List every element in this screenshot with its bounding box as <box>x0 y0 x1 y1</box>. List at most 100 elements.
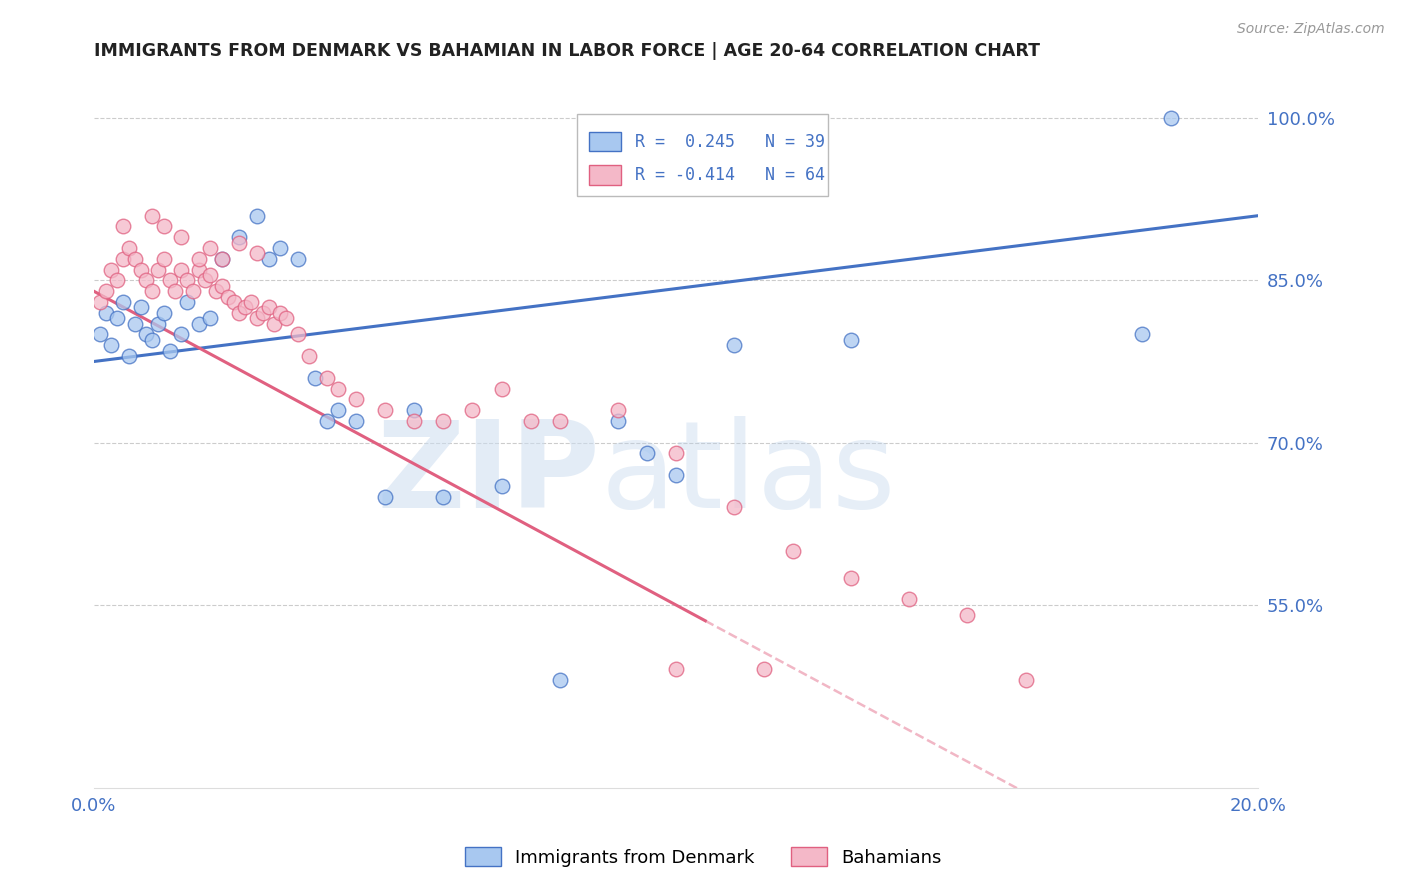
Point <box>257 301 280 315</box>
Point <box>782 543 804 558</box>
Point <box>165 285 187 299</box>
Point <box>176 273 198 287</box>
Point <box>287 327 309 342</box>
Point <box>752 662 775 676</box>
Point <box>112 252 135 266</box>
Point <box>187 317 209 331</box>
Point <box>1160 112 1182 126</box>
Point <box>141 285 163 299</box>
Point <box>304 370 326 384</box>
Point <box>898 592 921 607</box>
Point <box>152 252 174 266</box>
Text: Source: ZipAtlas.com: Source: ZipAtlas.com <box>1237 22 1385 37</box>
Point <box>315 370 337 384</box>
Point <box>135 273 157 287</box>
Point <box>665 662 688 676</box>
Text: R = -0.414   N = 64: R = -0.414 N = 64 <box>636 166 825 184</box>
FancyBboxPatch shape <box>589 165 621 185</box>
FancyBboxPatch shape <box>589 131 621 152</box>
Point <box>94 285 117 299</box>
Point <box>519 414 541 428</box>
Point <box>491 479 513 493</box>
Point <box>607 414 630 428</box>
Point <box>404 403 426 417</box>
Point <box>723 500 745 515</box>
Point <box>152 219 174 234</box>
Point <box>129 301 152 315</box>
Point <box>228 306 250 320</box>
Point <box>112 219 135 234</box>
Point <box>146 317 169 331</box>
Point <box>240 295 263 310</box>
Point <box>205 285 228 299</box>
Point <box>246 246 269 260</box>
Point <box>211 252 233 266</box>
Point <box>839 570 862 584</box>
Point <box>315 414 337 428</box>
Point <box>432 414 454 428</box>
Point <box>217 290 239 304</box>
Point <box>269 241 291 255</box>
Point <box>548 414 571 428</box>
Point <box>170 262 193 277</box>
Point <box>118 349 141 363</box>
Point <box>152 306 174 320</box>
Point <box>124 317 146 331</box>
Point <box>159 343 181 358</box>
Point <box>105 311 128 326</box>
Point <box>374 403 396 417</box>
Point <box>344 392 367 407</box>
Point <box>328 403 350 417</box>
Point <box>461 403 484 417</box>
Point <box>105 273 128 287</box>
Point <box>344 414 367 428</box>
Text: atlas: atlas <box>600 416 896 533</box>
Point <box>135 327 157 342</box>
Point <box>146 262 169 277</box>
Point <box>89 327 111 342</box>
Point <box>141 333 163 347</box>
Point <box>548 673 571 688</box>
Point <box>233 301 256 315</box>
Point <box>246 209 269 223</box>
Point <box>100 338 122 352</box>
Point <box>1014 673 1036 688</box>
Point <box>1130 327 1153 342</box>
Point <box>159 273 181 287</box>
Point <box>211 278 233 293</box>
Point <box>200 268 222 282</box>
Point <box>170 327 193 342</box>
Point <box>200 311 222 326</box>
Point <box>187 252 209 266</box>
Point <box>181 285 204 299</box>
Point <box>170 230 193 244</box>
Point <box>491 382 513 396</box>
Point <box>328 382 350 396</box>
Point <box>141 209 163 223</box>
Point <box>176 295 198 310</box>
Point <box>956 608 979 623</box>
Point <box>404 414 426 428</box>
Point <box>723 338 745 352</box>
Text: IMMIGRANTS FROM DENMARK VS BAHAMIAN IN LABOR FORCE | AGE 20-64 CORRELATION CHART: IMMIGRANTS FROM DENMARK VS BAHAMIAN IN L… <box>94 42 1040 60</box>
Point <box>246 311 269 326</box>
Point <box>193 273 215 287</box>
Point <box>211 252 233 266</box>
Point <box>665 467 688 482</box>
FancyBboxPatch shape <box>578 114 828 196</box>
Point <box>100 262 122 277</box>
Point <box>269 306 291 320</box>
Point <box>607 403 630 417</box>
Point <box>257 252 280 266</box>
Point <box>636 446 658 460</box>
Point <box>94 306 117 320</box>
Point <box>228 235 250 250</box>
Point <box>839 333 862 347</box>
Point <box>200 241 222 255</box>
Point <box>129 262 152 277</box>
Point <box>298 349 321 363</box>
Point <box>374 490 396 504</box>
Point <box>222 295 245 310</box>
Legend: Immigrants from Denmark, Bahamians: Immigrants from Denmark, Bahamians <box>457 840 949 874</box>
Point <box>112 295 135 310</box>
